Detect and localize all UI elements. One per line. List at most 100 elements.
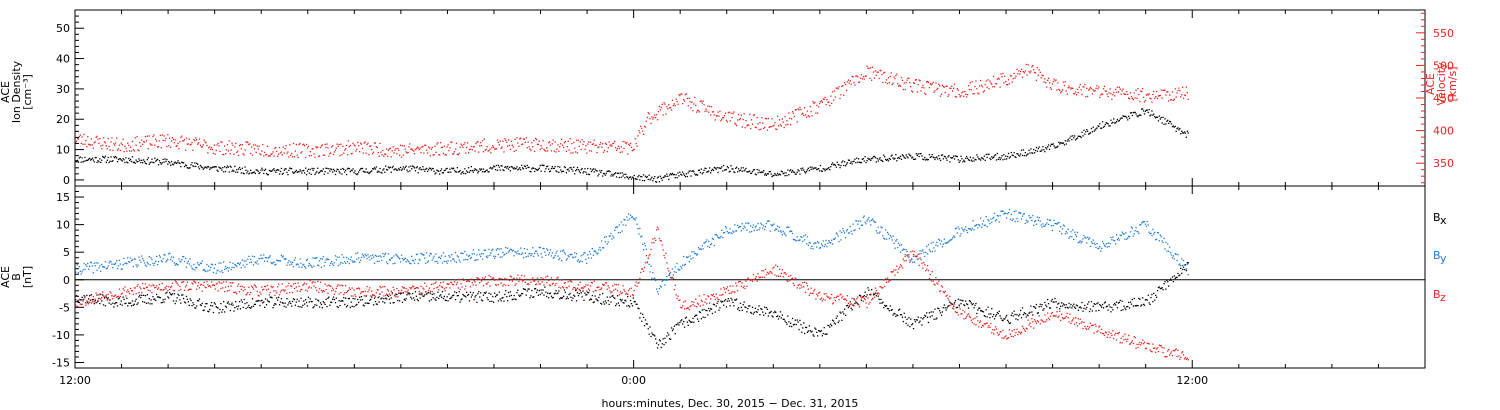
density-point <box>580 168 582 171</box>
bx-point <box>328 296 330 298</box>
top-panel-frame <box>74 9 1426 187</box>
by-point <box>803 235 805 237</box>
velocity-point <box>642 133 645 135</box>
density-point <box>1061 142 1063 144</box>
velocity-point <box>123 151 125 153</box>
by-point <box>756 229 758 231</box>
velocity-point <box>261 150 263 152</box>
velocity-point <box>316 147 318 149</box>
by-point <box>615 226 618 228</box>
bx-point <box>521 292 523 295</box>
by-point <box>794 239 796 241</box>
velocity-point <box>75 142 77 144</box>
bx-point <box>658 339 661 341</box>
velocity-point <box>447 144 449 146</box>
density-point <box>542 164 544 166</box>
bx-point <box>314 304 316 306</box>
by-point <box>571 253 573 256</box>
density-point <box>492 167 494 169</box>
velocity-point <box>626 142 628 144</box>
by-point <box>1102 242 1105 245</box>
by-point <box>328 258 330 261</box>
density-point <box>381 172 383 174</box>
by-point <box>889 234 891 237</box>
bx-point <box>926 312 928 314</box>
velocity-point <box>567 140 569 142</box>
bx-point <box>548 297 550 299</box>
by-point <box>181 259 183 261</box>
velocity-point <box>1104 90 1106 92</box>
bx-point <box>923 316 925 319</box>
velocity-point <box>482 151 485 153</box>
velocity-point <box>97 138 99 140</box>
density-point <box>129 158 132 160</box>
bx-point <box>1081 301 1083 304</box>
bz-point <box>110 292 112 294</box>
bx-point <box>977 309 979 311</box>
velocity-point <box>741 126 743 128</box>
by-point <box>632 217 634 220</box>
velocity-point <box>291 156 294 158</box>
density-point <box>792 171 795 173</box>
by-point <box>635 217 637 219</box>
bx-point <box>316 304 318 306</box>
bx-point <box>596 299 598 301</box>
density-point <box>1147 111 1149 114</box>
density-point <box>1140 114 1142 116</box>
velocity-point <box>319 146 322 149</box>
velocity-point <box>608 141 610 143</box>
bx-point <box>903 312 905 314</box>
density-point <box>683 173 685 175</box>
bx-point <box>574 295 576 297</box>
velocity-point <box>464 142 466 144</box>
velocity-point <box>356 148 358 150</box>
velocity-point <box>757 123 759 125</box>
density-point <box>1175 130 1177 132</box>
velocity-point <box>917 84 919 86</box>
by-point <box>410 263 412 265</box>
velocity-point <box>885 81 887 84</box>
density-point <box>330 168 332 170</box>
bx-point <box>207 310 209 312</box>
bx-point <box>528 288 530 290</box>
bz-point <box>94 298 96 300</box>
density-point <box>490 166 492 169</box>
velocity-point <box>988 88 990 90</box>
bx-point <box>320 303 323 306</box>
by-point <box>866 220 868 222</box>
density-point <box>753 169 755 171</box>
by-point <box>744 226 746 229</box>
bx-point <box>939 312 942 314</box>
density-point <box>992 157 994 159</box>
by-point <box>279 260 282 262</box>
bx-point <box>1042 309 1044 311</box>
density-point <box>494 169 497 171</box>
bx-point <box>127 305 129 307</box>
bx-point <box>437 291 439 293</box>
density-point <box>597 175 599 177</box>
bx-point <box>408 292 410 294</box>
density-point <box>235 171 237 173</box>
density-point <box>176 162 178 164</box>
density-point <box>704 167 706 169</box>
by-point <box>517 250 519 252</box>
velocity-point <box>406 152 408 154</box>
velocity-point <box>948 94 950 96</box>
by-point <box>160 260 162 262</box>
bx-point <box>895 315 897 318</box>
bx-point <box>557 292 559 294</box>
by-point <box>724 225 727 228</box>
density-point <box>463 172 465 175</box>
by-point <box>75 271 77 273</box>
by-point <box>715 233 717 236</box>
by-point <box>703 242 705 244</box>
velocity-point <box>320 145 323 147</box>
velocity-point <box>1081 93 1083 96</box>
bx-point <box>245 307 247 310</box>
bx-point <box>515 299 517 301</box>
bx-point <box>473 299 475 301</box>
by-point <box>1067 228 1069 230</box>
by-point <box>348 262 350 265</box>
velocity-point <box>886 83 889 85</box>
by-point <box>886 231 889 234</box>
